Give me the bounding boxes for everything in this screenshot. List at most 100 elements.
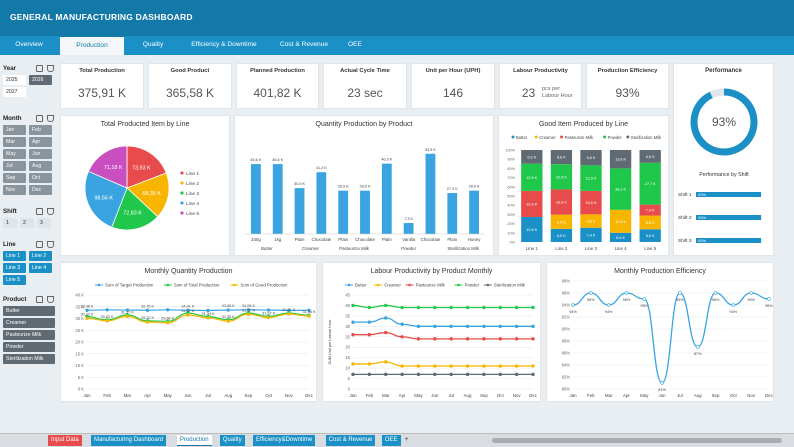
- kpi-card: Unit per Hour (UPH) 146: [411, 63, 495, 109]
- x-tick-label: May: [164, 393, 173, 398]
- add-sheet-icon[interactable]: +: [404, 437, 409, 443]
- point-data-label: 96%: [676, 298, 684, 302]
- multiselect-icon[interactable]: [36, 115, 43, 122]
- tab-cost-revenue[interactable]: Cost & Revenue: [279, 41, 328, 48]
- slicer-item-2025[interactable]: 2025: [3, 75, 26, 85]
- point-data-label: 96%: [747, 298, 755, 302]
- segment-data-label: 27,7 K: [645, 182, 656, 186]
- y-tick-label: 30: [345, 324, 350, 329]
- slicer-item-dec[interactable]: Dec: [29, 185, 52, 195]
- data-point: [514, 372, 519, 377]
- slicer-item-powder[interactable]: Powder: [3, 342, 55, 352]
- slicer-item-sterilization-milk[interactable]: Sterilization Milk: [3, 354, 55, 364]
- tab-production[interactable]: Production: [60, 36, 124, 55]
- shift-label: Shift 3: [678, 238, 692, 244]
- data-point: [416, 372, 421, 377]
- segment-data-label: 6,6 K: [646, 221, 655, 225]
- x-tick-label: Mar: [605, 393, 613, 398]
- clear-filter-icon[interactable]: [47, 241, 54, 248]
- stacked-segment: [521, 150, 543, 164]
- stacked-panel: Good Item Produced by Line Butter Creamer…: [498, 115, 669, 256]
- y-tick-label: 20 K: [75, 340, 84, 345]
- stacked-segment: [580, 227, 602, 242]
- data-point: [531, 372, 535, 377]
- slicer-item-oct[interactable]: Oct: [29, 173, 52, 183]
- slicer-item-3[interactable]: 3: [37, 218, 51, 228]
- sheet-tab-cost-revenue[interactable]: Cost & Revenue: [325, 435, 376, 446]
- x-tick-label: Aug: [464, 393, 472, 398]
- point-data-label: 32,76 K: [141, 304, 155, 308]
- tab-efficiency-downtime[interactable]: Efficiency & Downtime: [191, 41, 257, 48]
- slicer-item-jan[interactable]: Jan: [3, 125, 26, 135]
- clear-filter-icon[interactable]: [47, 296, 54, 303]
- multiselect-icon[interactable]: [36, 296, 43, 303]
- tab-quality[interactable]: Quality: [142, 41, 164, 48]
- sheet-tab-input-data[interactable]: Input Data: [48, 435, 82, 446]
- y-tick-label: 40 K: [75, 293, 84, 298]
- clear-filter-icon[interactable]: [47, 115, 54, 122]
- sheet-tab-efficiency-downtime[interactable]: Efficiency&Downtime: [253, 435, 316, 446]
- legend-label: Line 2: [186, 181, 199, 187]
- data-point: [266, 315, 271, 320]
- product-bar-panel: Quantity Production by Product 46,6 K 340…: [234, 115, 494, 256]
- data-point: [351, 320, 355, 324]
- slicer-item-2[interactable]: 2: [20, 218, 34, 228]
- x-tick-label: Plain: [338, 237, 348, 242]
- bar: [447, 193, 458, 234]
- x-tick-label: Dec: [765, 393, 774, 398]
- slicer-item-apr[interactable]: Apr: [29, 137, 52, 147]
- legend-marker: [166, 283, 170, 287]
- tab-overview[interactable]: Overview: [15, 41, 43, 48]
- multiselect-icon[interactable]: [36, 208, 43, 215]
- slicer-item-line-1[interactable]: Line 1: [3, 251, 26, 261]
- slicer-item-mar[interactable]: Mar: [3, 137, 26, 147]
- x-tick-label: Mar: [382, 393, 390, 398]
- slicer-item-line-5[interactable]: Line 5: [3, 275, 26, 285]
- slicer-item-feb[interactable]: Feb: [29, 125, 52, 135]
- sheet-tab-production[interactable]: Production: [176, 435, 212, 446]
- x-tick-label: Oct: [730, 393, 738, 398]
- app-title: GENERAL MANUFACTURING DASHBOARD: [10, 12, 193, 22]
- slicer-item-line-3[interactable]: Line 3: [3, 263, 26, 273]
- series-line: [353, 331, 533, 340]
- sheet-tab-manufacturing-dashboard[interactable]: Manufacturing Dashboard: [91, 435, 167, 446]
- slicer-panel: Year 2025 2026 2027 Month Jan Feb Mar Apr May Jun J…: [0, 60, 57, 430]
- slicer-item-line-4[interactable]: Line 4: [29, 263, 52, 273]
- slicer-item-1[interactable]: 1: [3, 218, 17, 228]
- clear-filter-icon[interactable]: [47, 208, 54, 215]
- data-point: [226, 319, 230, 323]
- slicer-item-aug[interactable]: Aug: [29, 161, 52, 171]
- slicer-item-2027[interactable]: 2027: [3, 87, 26, 97]
- x-tick-label: Jan: [83, 393, 91, 398]
- multiselect-icon[interactable]: [36, 241, 43, 248]
- slicer-item-may[interactable]: May: [3, 149, 26, 159]
- slicer-item-nov[interactable]: Nov: [3, 185, 26, 195]
- slicer-item-line-2[interactable]: Line 2: [29, 251, 52, 261]
- slicer-item-butter[interactable]: Butter: [3, 306, 55, 316]
- point-data-label: 95%: [765, 304, 773, 308]
- kpi-label: Good Product: [170, 68, 210, 74]
- legend-label: Line 3: [186, 191, 199, 197]
- efficiency-title: Monthly Production Efficiency: [614, 268, 706, 275]
- slicer-item-jun[interactable]: Jun: [29, 149, 52, 159]
- x-tick-label: Feb: [587, 393, 595, 398]
- data-point: [367, 372, 372, 377]
- slicer-item-jul[interactable]: Jul: [3, 161, 26, 171]
- data-point: [624, 291, 629, 295]
- data-point: [498, 337, 502, 341]
- slicer-item-sep[interactable]: Sep: [3, 173, 26, 183]
- slicer-item-creamer[interactable]: Creamer: [3, 318, 55, 328]
- data-point: [482, 324, 486, 329]
- point-data-label: 87%: [694, 352, 702, 356]
- tab-oee[interactable]: OEE: [348, 41, 362, 48]
- slicer-item-2026[interactable]: 2026: [29, 75, 52, 85]
- sheet-tab-quality[interactable]: Quality: [219, 435, 245, 446]
- multiselect-icon[interactable]: [36, 65, 43, 72]
- scroll-thumb[interactable]: [492, 438, 782, 443]
- sheet-tab-oee[interactable]: OEE: [381, 435, 401, 446]
- slicer-item-pasteurize-milk[interactable]: Pasteurize Milk: [3, 330, 55, 340]
- clear-filter-icon[interactable]: [47, 65, 54, 72]
- segment-data-label: 7,4 K: [646, 209, 655, 213]
- data-point: [433, 364, 437, 368]
- x-tick-label: Chocolate: [421, 237, 441, 242]
